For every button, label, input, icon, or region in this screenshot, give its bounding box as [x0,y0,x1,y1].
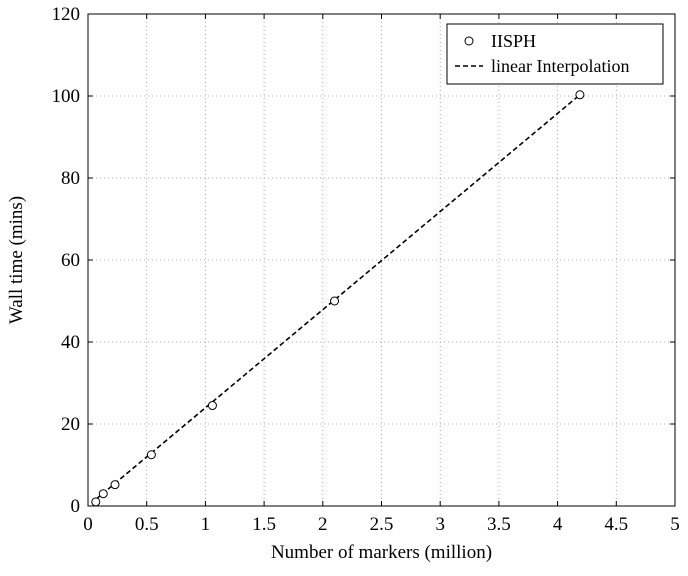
data-point [110,480,120,490]
x-tick-label: 1.5 [252,514,276,535]
x-tick-label: 0 [83,514,93,535]
legend-box [446,23,664,85]
y-tick-label: 0 [71,496,81,517]
y-tick-label: 40 [61,332,80,353]
x-axis-label: Number of markers (million) [271,542,492,563]
x-tick-label: 2.5 [370,514,394,535]
x-tick-label: 4 [553,514,563,535]
x-tick-label: 4.5 [604,514,628,535]
y-tick-label: 120 [52,4,81,25]
data-point [207,401,217,411]
legend-entry: IISPH [491,31,536,51]
interpolation-line [95,94,581,501]
x-tick-label: 0.5 [135,514,159,535]
x-tick-label: 5 [670,514,680,535]
x-tick-label: 3 [435,514,445,535]
legend: IISPH linear Interpolation [446,23,664,85]
data-point [146,450,156,460]
y-tick-label: 100 [52,86,81,107]
legend-entry: linear Interpolation [491,56,629,76]
x-tick-label: 1 [201,514,211,535]
data-series [91,90,585,507]
data-point [98,489,108,499]
y-tick-label: 60 [61,250,80,271]
x-tick-label: 2 [318,514,328,535]
axis-ticks: 0 0.5 1 1.5 2 2.5 3 3.5 4 4.5 5 0 20 40 60 80 100 120 [52,4,680,535]
x-tick-label: 3.5 [487,514,511,535]
data-point [575,90,585,100]
legend-marker-symbol [464,36,474,46]
y-tick-label: 80 [61,168,80,189]
y-tick-label: 20 [61,414,80,435]
legend-items: IISPH linear Interpolation [455,31,629,76]
data-point [91,497,101,507]
y-axis-label: Wall time (mins) [6,196,27,324]
data-point [330,296,340,306]
